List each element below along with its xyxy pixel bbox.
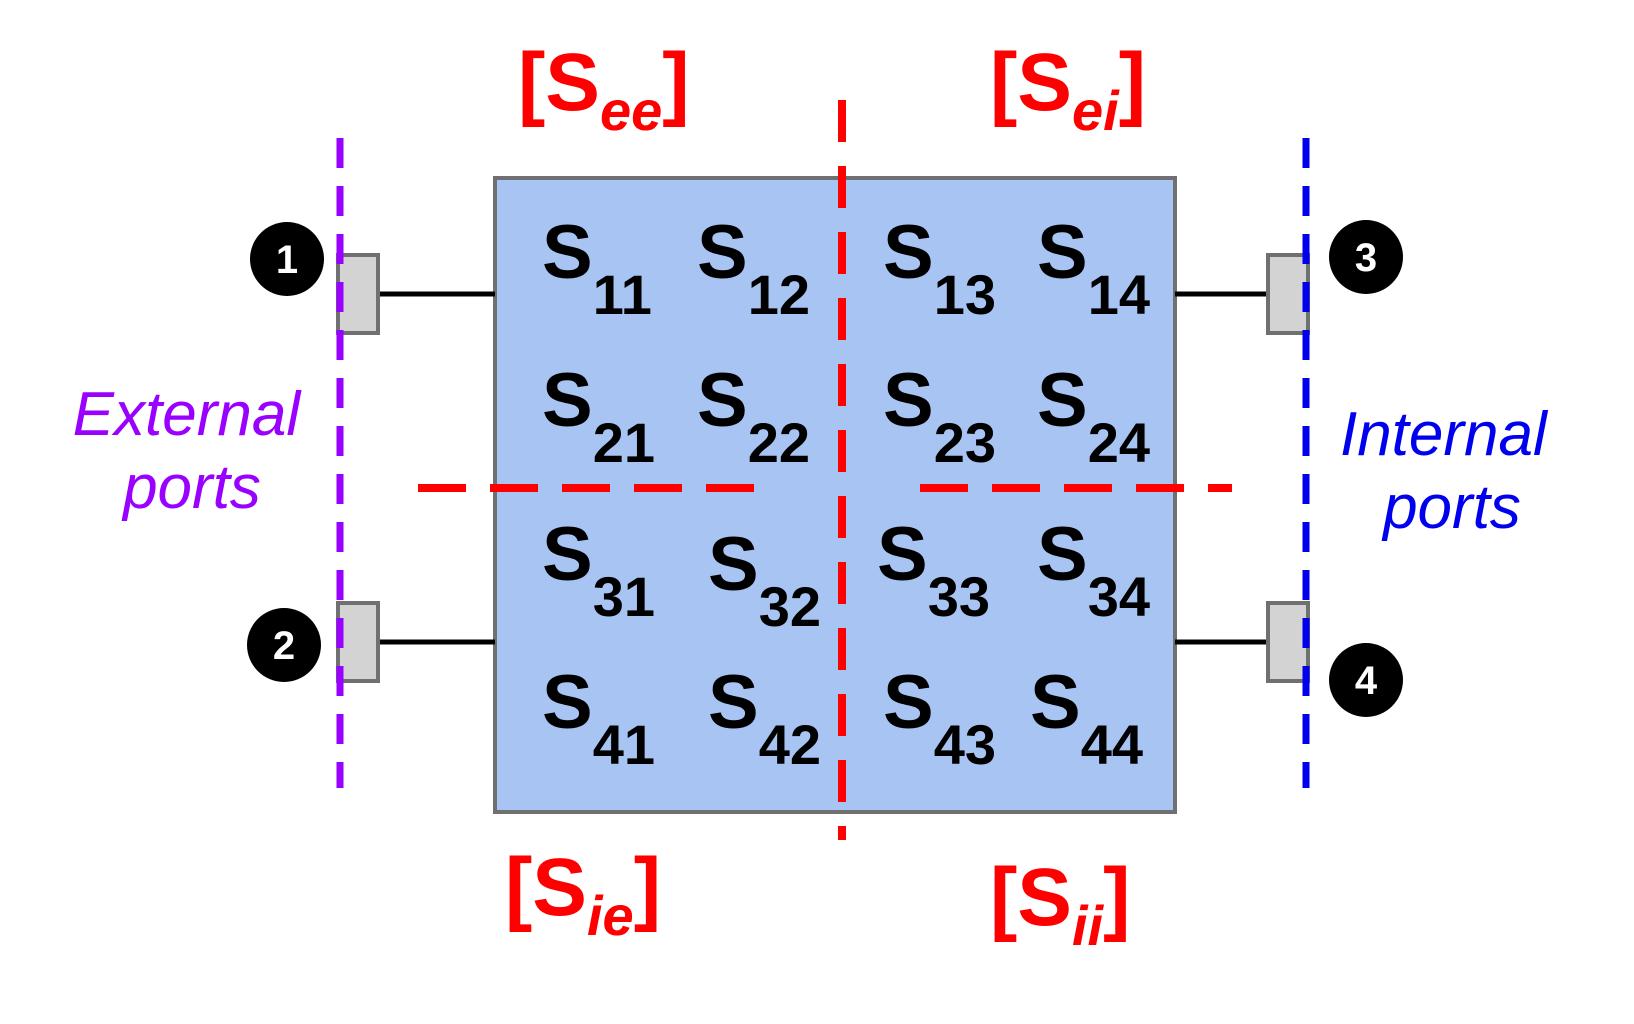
port-3-marker: 3 [1329, 220, 1403, 294]
port-4-number: 4 [1355, 659, 1378, 703]
matrix-box [493, 176, 1177, 814]
matrix-cell-s34: S34 [1037, 512, 1150, 628]
port-4-connector [1266, 601, 1310, 683]
port-2-marker: 2 [247, 608, 321, 682]
block-label-sii: [Sii] [990, 852, 1130, 957]
port-1-number: 1 [276, 238, 298, 282]
matrix-cell-s43: S43 [883, 660, 996, 776]
matrix-cell-s42: S42 [708, 660, 821, 776]
matrix-cell-s22: S22 [697, 358, 810, 474]
matrix-cell-s44: S44 [1030, 660, 1143, 776]
port-2-connector [336, 601, 380, 683]
port-2-number: 2 [273, 624, 295, 668]
block-label-sei: [Sei] [990, 37, 1146, 142]
matrix-cell-s31: S31 [542, 512, 655, 628]
port-4-marker: 4 [1329, 643, 1403, 717]
matrix-cell-s12: S12 [697, 210, 810, 326]
internal-ports-label: Internal ports [1340, 400, 1564, 542]
matrix-cell-s41: S41 [542, 660, 655, 776]
matrix-cell-s24: S24 [1037, 358, 1150, 474]
block-label-see: [See] [518, 37, 690, 142]
port-1-connector [336, 253, 380, 335]
matrix-cell-s14: S14 [1037, 210, 1150, 326]
port-3-number: 3 [1355, 236, 1377, 280]
block-label-sie: [Sie] [505, 842, 661, 947]
matrix-cell-s23: S23 [883, 358, 996, 474]
matrix-cell-s13: S13 [883, 210, 996, 326]
port-3-connector [1266, 253, 1310, 335]
matrix-cell-s32: S32 [708, 522, 821, 638]
matrix-cells: S11 S12 S13 S14 S21 S22 S23 S24 S31 S32 … [542, 210, 1150, 776]
external-ports-label: External ports [73, 380, 318, 522]
port-1-marker: 1 [250, 222, 324, 296]
matrix-cell-s33: S33 [877, 512, 990, 628]
matrix-cell-s21: S21 [542, 358, 655, 474]
matrix-cell-s11: S11 [542, 210, 652, 326]
